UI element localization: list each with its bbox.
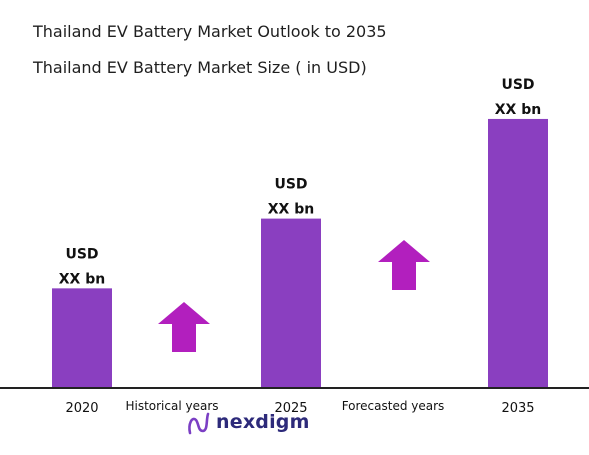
growth-arrow-historical xyxy=(158,302,210,352)
x-tick-label-2020: 2020 xyxy=(65,401,98,416)
data-label-2025-0: USD xyxy=(274,177,307,193)
nexdigm-logo-mark xyxy=(188,412,210,435)
period-label-0: Historical years xyxy=(125,399,218,413)
data-label-2020-1: XX bn xyxy=(59,271,105,287)
data-label-2035-0: USD xyxy=(501,77,534,93)
x-tick-label-2025: 2025 xyxy=(274,401,307,416)
data-label-2025-1: XX bn xyxy=(268,202,314,218)
chart-title: Thailand EV Battery Market Outlook to 20… xyxy=(33,22,387,41)
period-label-1: Forecasted years xyxy=(342,399,445,413)
chart-subtitle: Thailand EV Battery Market Size ( in USD… xyxy=(33,58,367,77)
data-label-2035-1: XX bn xyxy=(495,102,541,118)
x-tick-label-2035: 2035 xyxy=(501,401,534,416)
bar-2025 xyxy=(261,218,321,388)
nexdigm-logo-text: nexdigm xyxy=(216,411,310,433)
data-label-2020-0: USD xyxy=(65,246,98,262)
bar-2020 xyxy=(52,288,112,388)
bar-2035 xyxy=(488,118,548,389)
growth-arrow-forecast xyxy=(378,240,430,290)
